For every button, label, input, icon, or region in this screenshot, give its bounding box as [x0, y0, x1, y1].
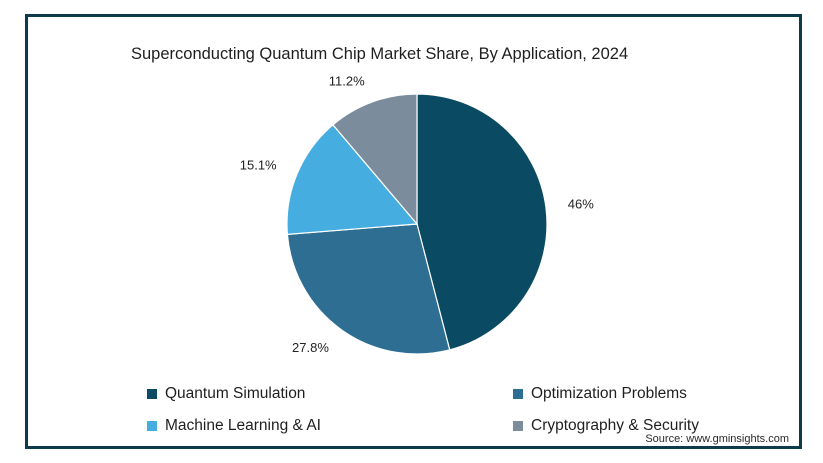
- legend-swatch: [513, 421, 523, 431]
- legend-label: Machine Learning & AI: [165, 417, 321, 434]
- legend-item-cryptography-security: Cryptography & Security: [513, 417, 699, 435]
- legend-swatch: [513, 389, 523, 399]
- source-note: Source: www.gminsights.com: [645, 433, 789, 445]
- legend-swatch: [147, 389, 157, 399]
- legend-item-optimization-problems: Optimization Problems: [513, 385, 687, 403]
- chart-title: Superconducting Quantum Chip Market Shar…: [131, 45, 629, 63]
- legend-label: Quantum Simulation: [165, 385, 306, 402]
- slice-data-label: 27.8%: [292, 340, 329, 355]
- pie-slice-optimization-problems: [286, 223, 451, 355]
- pie-slice-quantum-simulation: [416, 93, 548, 351]
- legend-item-quantum-simulation: Quantum Simulation: [147, 385, 305, 403]
- legend-item-machine-learning-ai: Machine Learning & AI: [147, 417, 321, 435]
- legend-label: Optimization Problems: [531, 385, 687, 402]
- slice-data-label: 15.1%: [240, 158, 277, 173]
- slice-data-label: 46%: [568, 197, 594, 212]
- slice-data-label: 11.2%: [329, 73, 365, 88]
- legend-swatch: [147, 421, 157, 431]
- pie-slice-cryptography-security: [332, 93, 418, 226]
- legend-label: Cryptography & Security: [531, 417, 699, 434]
- pie-slice-machine-learning-ai: [286, 123, 419, 236]
